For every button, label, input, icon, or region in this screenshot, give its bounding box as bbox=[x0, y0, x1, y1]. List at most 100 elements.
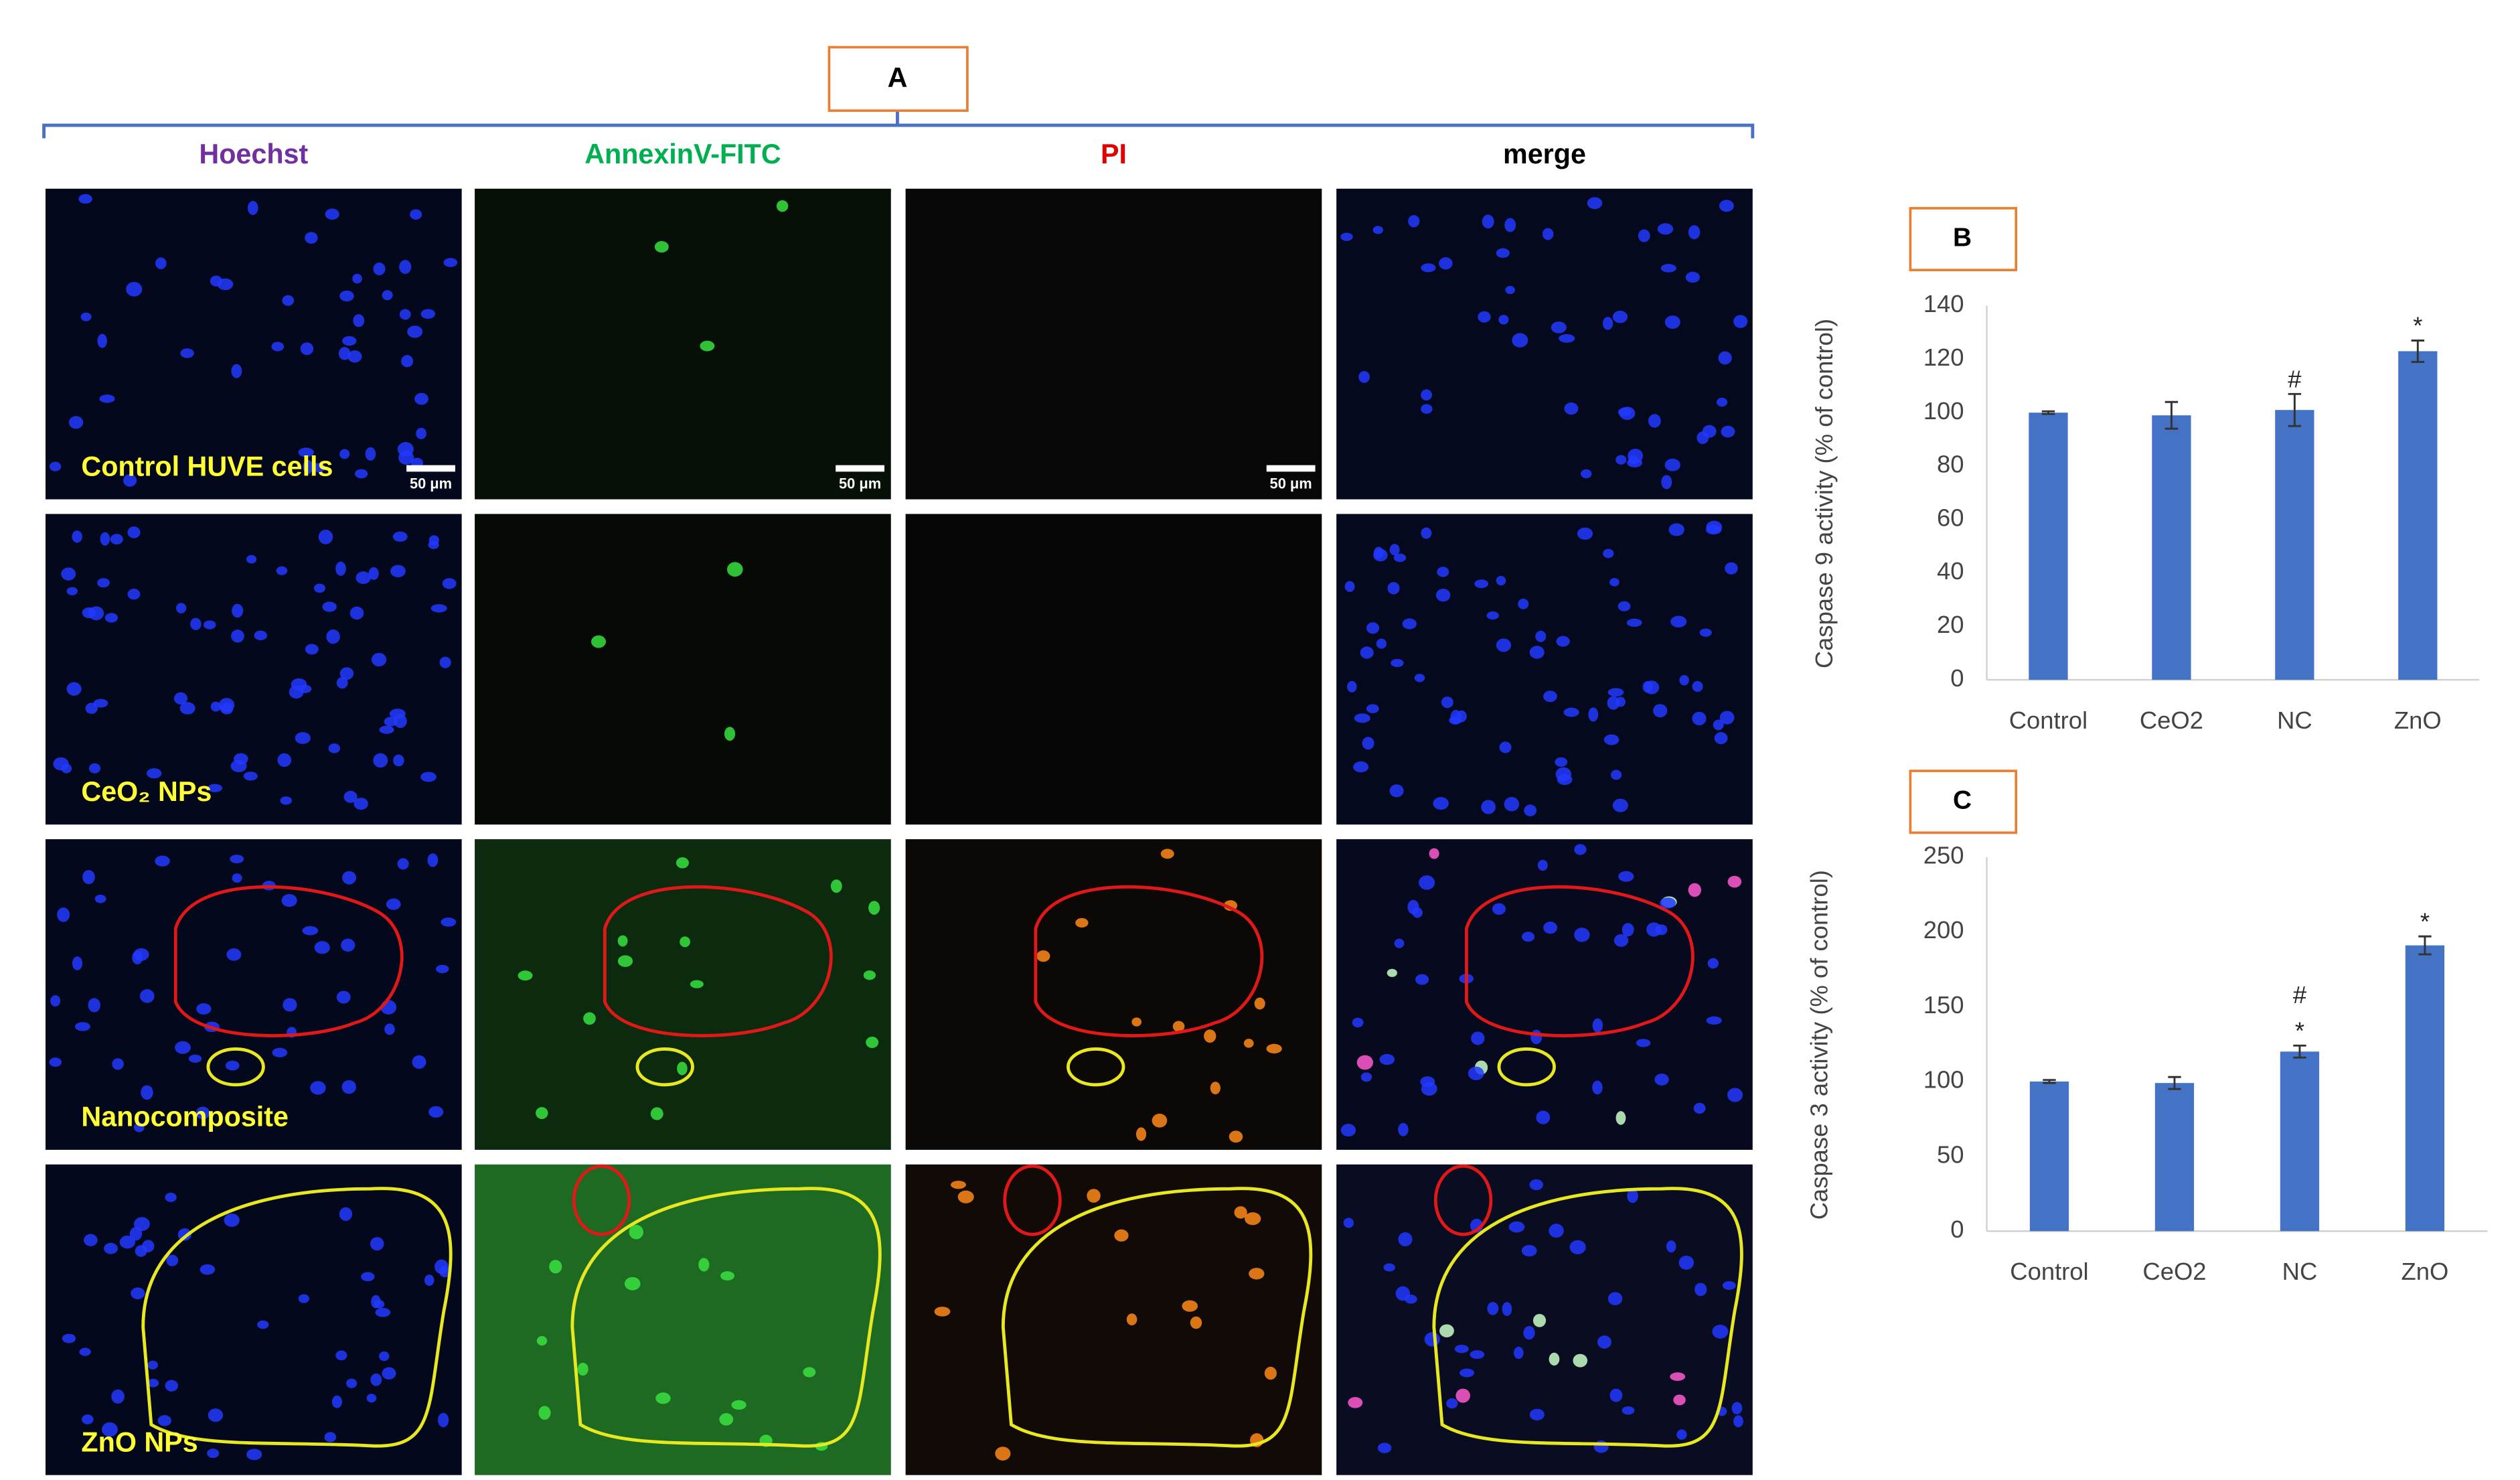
cell bbox=[370, 1237, 384, 1251]
cell bbox=[1496, 248, 1510, 258]
micrograph bbox=[475, 188, 891, 500]
cell bbox=[347, 350, 362, 363]
label-box bbox=[1909, 769, 2018, 834]
cell bbox=[243, 771, 258, 781]
cell bbox=[1377, 1442, 1392, 1453]
cell bbox=[1685, 271, 1701, 283]
cell bbox=[1618, 871, 1634, 882]
cell bbox=[629, 1224, 643, 1240]
cell bbox=[676, 857, 689, 869]
cell bbox=[1160, 848, 1174, 859]
cell bbox=[133, 1217, 150, 1232]
error-bar bbox=[2288, 392, 2302, 427]
cell bbox=[210, 701, 221, 712]
cell bbox=[1719, 200, 1734, 212]
cell bbox=[1716, 397, 1728, 407]
cell bbox=[1563, 707, 1579, 717]
y-label-box: Caspase 9 activity (% of control) bbox=[1811, 318, 1838, 668]
cell bbox=[366, 1394, 377, 1403]
cell bbox=[1555, 767, 1571, 782]
cell bbox=[173, 692, 188, 705]
cell bbox=[1504, 797, 1520, 812]
cell bbox=[389, 709, 406, 719]
cell bbox=[1460, 1368, 1475, 1378]
cell bbox=[1607, 688, 1624, 697]
cell bbox=[102, 1422, 118, 1437]
cell bbox=[84, 1234, 98, 1246]
cell bbox=[1126, 1313, 1137, 1326]
cell bbox=[99, 394, 115, 403]
cell bbox=[1408, 215, 1420, 228]
cell bbox=[66, 587, 78, 595]
cell bbox=[1172, 1021, 1185, 1032]
cell bbox=[1405, 1294, 1417, 1304]
cell bbox=[1535, 630, 1547, 642]
cell bbox=[257, 1320, 269, 1329]
cell bbox=[276, 566, 288, 575]
cell bbox=[995, 1447, 1011, 1461]
annotation: * bbox=[2295, 1017, 2304, 1045]
cell bbox=[1420, 1076, 1435, 1088]
cell bbox=[123, 474, 137, 487]
y-tick-label: 250 bbox=[1923, 841, 1964, 869]
cell bbox=[49, 461, 62, 471]
cell bbox=[1354, 713, 1370, 723]
row-label: CeO₂ NPs bbox=[81, 776, 212, 807]
cell bbox=[1075, 917, 1089, 928]
cell bbox=[336, 676, 348, 689]
cell bbox=[439, 656, 451, 668]
cell bbox=[390, 565, 406, 578]
cell bbox=[1254, 997, 1265, 1010]
cell bbox=[1529, 1179, 1543, 1191]
cell bbox=[1505, 285, 1515, 295]
cell bbox=[232, 603, 244, 618]
error-bar bbox=[2043, 1079, 2056, 1084]
y-tick-label: 50 bbox=[1937, 1140, 1964, 1168]
cell bbox=[1344, 581, 1355, 593]
cell bbox=[62, 1333, 76, 1343]
cell bbox=[1421, 389, 1432, 401]
y-tick-label: 100 bbox=[1923, 397, 1964, 425]
row-label: Control HUVE cells bbox=[81, 451, 333, 482]
column-header: PI bbox=[1101, 139, 1127, 169]
cell bbox=[866, 1037, 879, 1048]
cell bbox=[1523, 1325, 1535, 1340]
cell bbox=[1626, 618, 1642, 627]
cell bbox=[1713, 719, 1724, 731]
cell bbox=[428, 1106, 444, 1118]
cell bbox=[61, 567, 76, 581]
cell bbox=[399, 309, 411, 320]
cell bbox=[336, 990, 351, 1004]
cell bbox=[1524, 804, 1537, 816]
cell bbox=[353, 314, 365, 327]
cell bbox=[1622, 1406, 1635, 1415]
cell bbox=[1389, 544, 1400, 556]
cell bbox=[1537, 859, 1548, 871]
cell bbox=[277, 753, 292, 767]
cell bbox=[254, 630, 267, 641]
cell bbox=[1731, 1402, 1743, 1414]
cell bbox=[1529, 646, 1545, 659]
x-tick-label: CeO2 bbox=[2142, 1258, 2206, 1285]
cell bbox=[356, 571, 371, 585]
bar bbox=[2029, 1081, 2069, 1232]
cell bbox=[420, 771, 437, 782]
bar bbox=[2152, 415, 2191, 680]
cell bbox=[305, 232, 318, 244]
micrograph bbox=[475, 514, 891, 825]
y-tick-label: 60 bbox=[1937, 504, 1964, 531]
cell bbox=[1719, 711, 1735, 725]
cell bbox=[305, 644, 319, 655]
cell bbox=[1398, 1232, 1413, 1247]
cell bbox=[1470, 1350, 1485, 1359]
annotation: # bbox=[2288, 365, 2302, 392]
cell bbox=[379, 725, 394, 734]
cell bbox=[127, 526, 141, 538]
cell bbox=[1190, 1316, 1202, 1329]
cell bbox=[1496, 638, 1512, 652]
cell bbox=[1376, 638, 1387, 649]
roi-yellow bbox=[141, 1187, 453, 1448]
cell bbox=[538, 1406, 551, 1420]
cell bbox=[803, 1367, 816, 1378]
annotation: * bbox=[2420, 907, 2430, 935]
